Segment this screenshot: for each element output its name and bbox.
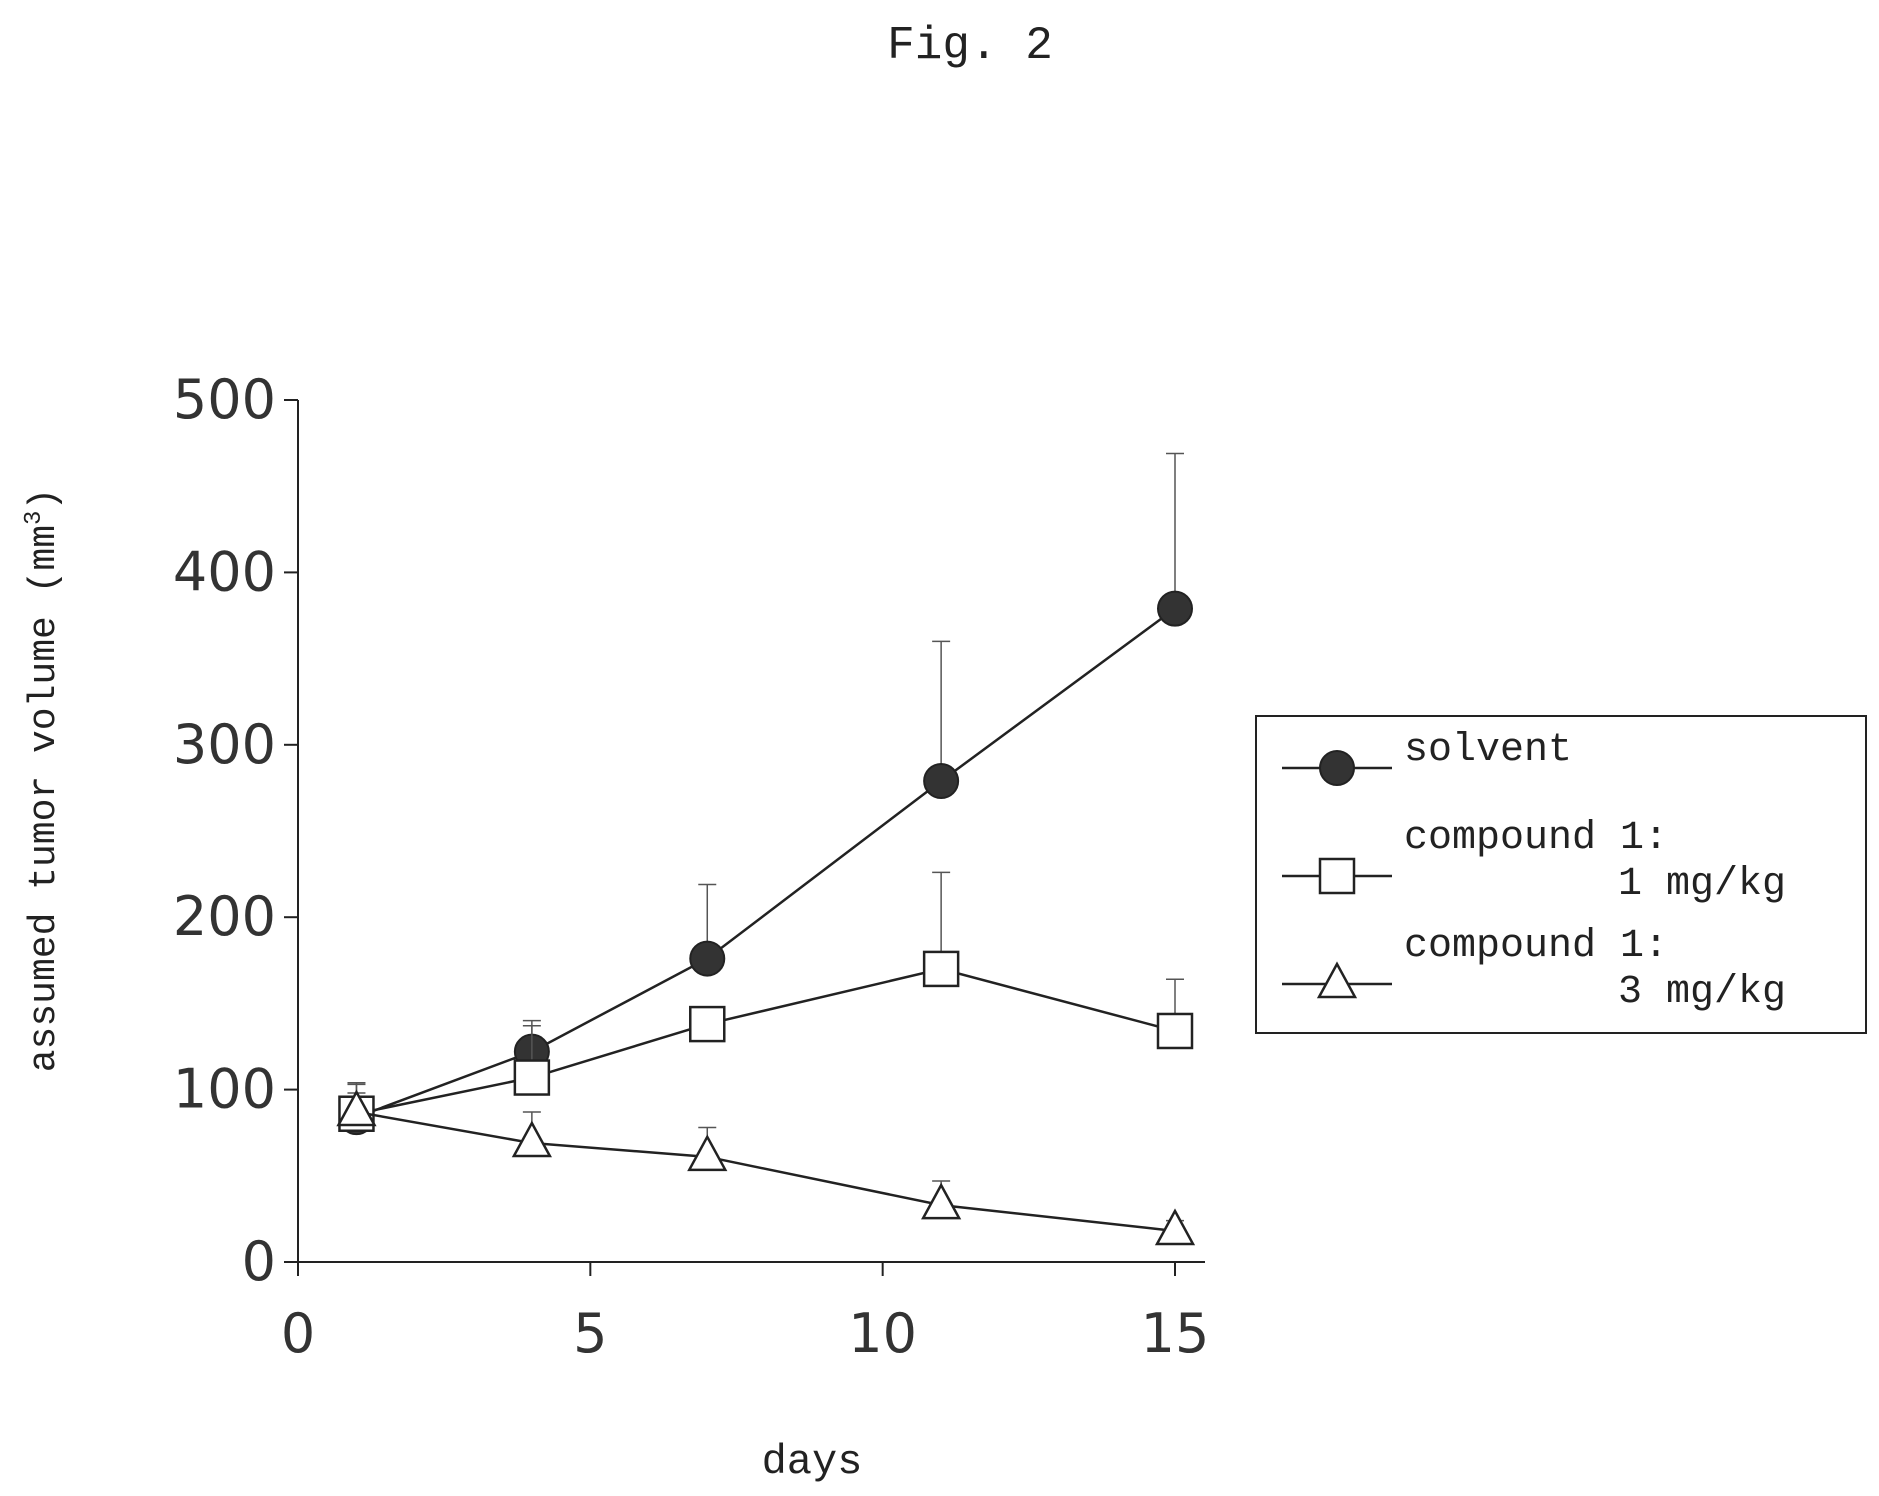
data-point	[1319, 750, 1355, 786]
x-tick-label: 5	[573, 1302, 607, 1365]
y-axis-label-superscript: 3	[21, 511, 48, 525]
data-point	[336, 1089, 377, 1127]
y-tick-label: 100	[173, 1058, 276, 1121]
y-tick-label: 0	[242, 1230, 276, 1293]
y-axis-label-text: assumed tumor volume (mm	[23, 525, 66, 1072]
figure-label: Fig. 2	[887, 20, 1053, 72]
legend-label-line1: compound 1:	[1404, 816, 1668, 861]
data-point	[1318, 857, 1356, 895]
legend-item-solvent: solvent	[1282, 728, 1572, 786]
data-point	[1156, 1012, 1194, 1050]
y-tick-label: 200	[173, 885, 276, 948]
data-point	[687, 1134, 728, 1172]
data-point	[923, 763, 960, 800]
y-tick-label: 400	[173, 540, 276, 603]
data-point	[922, 950, 960, 988]
data-point	[1157, 590, 1193, 627]
data-point	[1154, 1208, 1196, 1246]
data-point	[1316, 961, 1358, 999]
x-tick-label: 0	[281, 1302, 315, 1365]
y-axis-label: assumed tumor volume (mm3)	[21, 488, 66, 1073]
legend-label-line1: compound 1:	[1404, 924, 1668, 969]
y-axis-label-close: )	[23, 488, 66, 511]
x-tick-label: 10	[848, 1302, 917, 1365]
x-axis-label: days	[762, 1438, 863, 1486]
plot-area: 0 100 200 300 400 500 0 5 10 15	[173, 368, 1209, 1365]
series-solvent	[338, 452, 1193, 1136]
data-point	[689, 1005, 726, 1043]
legend-box	[1255, 715, 1867, 1034]
series-line	[356, 1110, 1176, 1233]
data-point	[921, 1182, 962, 1220]
series-compound-1-3-mg-kg	[336, 1089, 1196, 1246]
x-ticks: 0 5 10 15	[281, 1262, 1210, 1365]
data-point	[513, 1059, 551, 1096]
legend-label-line2: 3 mg/kg	[1618, 970, 1786, 1015]
y-tick-label: 300	[173, 713, 276, 776]
legend-label: solvent	[1404, 728, 1572, 773]
y-ticks: 0 100 200 300 400 500	[173, 368, 298, 1293]
data-point	[511, 1120, 552, 1158]
y-tick-label: 500	[173, 368, 276, 431]
series-line	[356, 967, 1176, 1115]
series-layer	[336, 452, 1196, 1246]
x-tick-label: 15	[1141, 1302, 1210, 1365]
legend-item-compound-1-1-mg-kg: compound 1:1 mg/kg	[1282, 816, 1786, 907]
legend-label-line2: 1 mg/kg	[1618, 862, 1786, 907]
series-line	[356, 607, 1176, 1119]
legend-item-compound-1-3-mg-kg: compound 1:3 mg/kg	[1282, 924, 1786, 1015]
series-compound-1-1-mg-kg	[338, 871, 1194, 1132]
data-point	[689, 940, 726, 977]
